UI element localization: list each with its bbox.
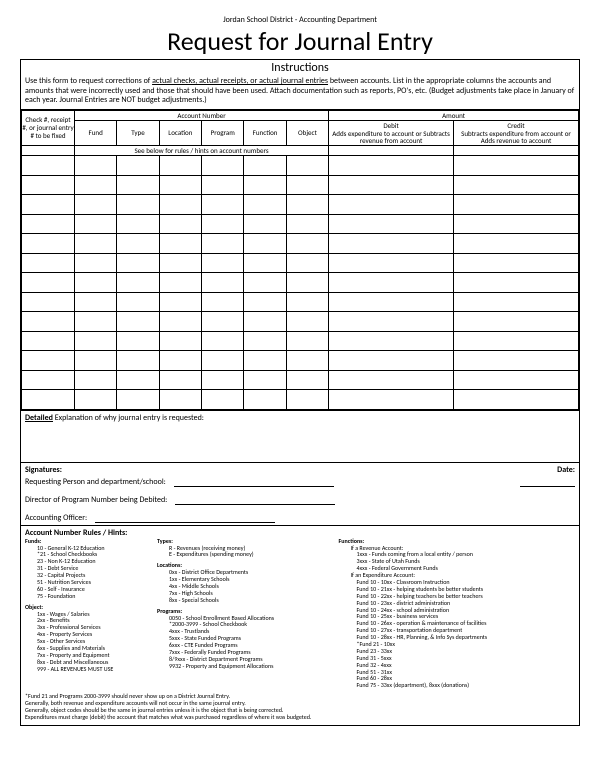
table-row	[22, 195, 579, 215]
accounting-label: Accounting Officer:	[25, 513, 87, 523]
rule-blank2	[329, 146, 454, 156]
entry-table: Check #, receipt #, or journal entry # t…	[21, 110, 579, 410]
table-row	[22, 253, 579, 273]
hdr-type: Type	[117, 120, 159, 145]
rules-heading: Account Number Rules / Hints:	[21, 526, 579, 538]
cell-program[interactable]	[202, 156, 244, 176]
hdr-amount: Amount	[329, 110, 579, 120]
rule-blank3	[454, 146, 579, 156]
footnotes: *Fund 21 and Programs 2000-3999 should n…	[21, 691, 579, 725]
table-row	[22, 351, 579, 371]
table-row	[22, 156, 579, 176]
instructions-body: Use this form to request corrections of …	[21, 76, 579, 110]
instructions-heading: Instructions	[21, 60, 579, 76]
signature-block: Signatures: Date: Requesting Person and …	[21, 463, 579, 526]
cell-type[interactable]	[117, 156, 159, 176]
requesting-line[interactable]	[174, 477, 334, 487]
table-row	[22, 214, 579, 234]
hdr-debit-sub: Adds expenditure to account or Subtracts…	[329, 130, 454, 146]
hdr-credit-sub: Subtracts expenditure from account or Ad…	[454, 130, 579, 146]
signatures-label: Signatures:	[25, 465, 62, 475]
table-row	[22, 292, 579, 312]
table-row	[22, 331, 579, 351]
accounting-line[interactable]	[95, 513, 275, 523]
table-row	[22, 273, 579, 293]
rule-seebelow: See below for rules / hints on account n…	[74, 146, 328, 156]
cell-credit[interactable]	[454, 156, 579, 176]
rules-section: Account Number Rules / Hints: Funds: 10 …	[21, 526, 579, 725]
hdr-account-number: Account Number	[74, 110, 328, 120]
director-label: Director of Program Number being Debited…	[25, 495, 167, 505]
detail-label: Detailed Explanation of why journal entr…	[21, 410, 579, 425]
date-label: Date:	[557, 465, 575, 475]
date-line[interactable]	[520, 477, 575, 487]
cell-location[interactable]	[159, 156, 201, 176]
hdr-function: Function	[244, 120, 286, 145]
hdr-fund: Fund	[74, 120, 116, 145]
table-row	[22, 234, 579, 254]
hdr-location: Location	[159, 120, 201, 145]
org-line: Jordan School District - Accounting Depa…	[20, 15, 580, 25]
rules-col1: Funds: 10 - General K-12 Education *21 -…	[25, 538, 157, 690]
hdr-program: Program	[202, 120, 244, 145]
hdr-object: Object	[286, 120, 328, 145]
table-row	[22, 390, 579, 410]
cell-check[interactable]	[22, 156, 75, 176]
detail-body[interactable]	[21, 425, 579, 463]
table-row	[22, 175, 579, 195]
director-line[interactable]	[175, 495, 335, 505]
page-title: Request for Journal Entry	[20, 25, 580, 57]
cell-object[interactable]	[286, 156, 328, 176]
rules-col3: Functions: If a Revenue Account: 1xxx - …	[339, 538, 576, 690]
cell-function[interactable]	[244, 156, 286, 176]
requesting-label: Requesting Person and department/school:	[25, 477, 166, 487]
form-outer: Instructions Use this form to request co…	[20, 59, 580, 726]
cell-fund[interactable]	[74, 156, 116, 176]
rule-blank	[22, 146, 75, 156]
table-row	[22, 312, 579, 332]
cell-debit[interactable]	[329, 156, 454, 176]
rules-col2: Types: R - Revenues (receiving money) E …	[157, 538, 339, 690]
hdr-check: Check #, receipt #, or journal entry # t…	[22, 110, 75, 145]
table-row	[22, 370, 579, 390]
